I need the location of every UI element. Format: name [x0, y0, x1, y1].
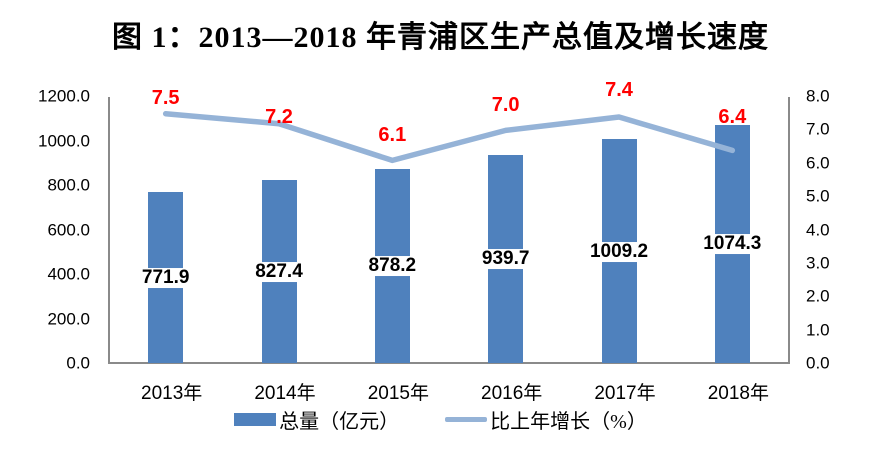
line-value-label: 6.4 [718, 106, 747, 129]
y-axis-tick-right: 7.0 [806, 120, 830, 140]
y-axis-tick-left: 200.0 [47, 309, 90, 329]
chart-title: 图 1：2013—2018 年青浦区生产总值及增长速度 [112, 21, 769, 54]
y-axis-tick-left: 400.0 [47, 264, 90, 284]
line-value-label: 7.4 [605, 79, 633, 102]
y-axis-tick-right: 6.0 [806, 153, 830, 173]
y-axis-tick-left: 600.0 [47, 220, 90, 240]
x-axis-label: 2014年 [254, 383, 316, 404]
line-value-label: 7.0 [491, 94, 520, 117]
legend-label-growth: 比上年增长（%） [490, 411, 647, 433]
y-axis-tick-left: 800.0 [47, 175, 90, 195]
legend: 总量（亿元） 比上年增长（%） [0, 405, 881, 434]
y-axis-tick-right: 5.0 [806, 186, 830, 206]
x-axis-label: 2015年 [367, 383, 429, 404]
y-axis-tick-right: 8.0 [806, 86, 830, 106]
right-axis-line [788, 97, 790, 364]
bar-value-label: 1074.3 [702, 233, 763, 255]
x-axis-line [108, 362, 790, 364]
legend-item-growth: 比上年增长（%） [445, 405, 647, 434]
legend-item-total: 总量（亿元） [234, 405, 399, 434]
x-axis-label: 2016年 [481, 383, 543, 404]
bar-value-label: 827.4 [254, 260, 304, 282]
y-axis-tick-left: 1200.0 [38, 86, 90, 106]
y-axis-tick-right: 3.0 [806, 253, 830, 273]
x-axis-label: 2017年 [594, 383, 656, 404]
left-axis-line [108, 97, 110, 364]
line-value-label: 6.1 [378, 124, 407, 147]
y-axis-tick-left: 1000.0 [38, 131, 90, 151]
bar-value-label: 939.7 [480, 248, 531, 270]
growth-line [162, 110, 736, 164]
line-value-label: 7.2 [265, 105, 293, 128]
y-axis-tick-right: 4.0 [806, 220, 830, 240]
bar-value-label: 1009.2 [588, 240, 650, 262]
y-axis-tick-right: 1.0 [806, 320, 830, 340]
bar-value-label: 771.9 [140, 267, 191, 289]
y-axis-tick-left: 0.0 [66, 353, 90, 373]
y-axis-tick-right: 2.0 [806, 286, 830, 306]
line-series-swatch [445, 417, 488, 422]
x-axis-label: 2013年 [141, 383, 203, 404]
bar-value-label: 878.2 [367, 255, 418, 277]
legend-label-total: 总量（亿元） [279, 411, 400, 433]
x-axis-label: 2018年 [707, 383, 769, 404]
line-value-label: 7.5 [151, 86, 180, 109]
y-axis-tick-right: 0.0 [806, 353, 830, 373]
bar-series-swatch [234, 413, 277, 426]
